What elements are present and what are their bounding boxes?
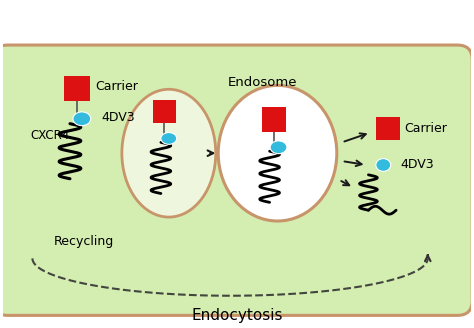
Ellipse shape	[270, 141, 287, 154]
Ellipse shape	[218, 85, 337, 221]
Ellipse shape	[73, 112, 91, 126]
FancyBboxPatch shape	[64, 75, 90, 101]
Text: Carrier: Carrier	[96, 80, 138, 93]
FancyBboxPatch shape	[153, 100, 176, 123]
Text: 4DV3: 4DV3	[400, 158, 434, 172]
Text: 4DV3: 4DV3	[101, 111, 135, 124]
Ellipse shape	[122, 89, 216, 217]
Text: Recycling: Recycling	[54, 235, 114, 248]
FancyBboxPatch shape	[0, 45, 472, 316]
FancyBboxPatch shape	[376, 117, 400, 140]
Ellipse shape	[161, 133, 177, 144]
Text: Endosome: Endosome	[228, 76, 298, 89]
Text: Endocytosis: Endocytosis	[191, 308, 283, 323]
FancyBboxPatch shape	[262, 107, 286, 132]
Ellipse shape	[376, 159, 391, 171]
Text: CXCR4: CXCR4	[30, 129, 70, 142]
Text: Carrier: Carrier	[404, 122, 447, 135]
